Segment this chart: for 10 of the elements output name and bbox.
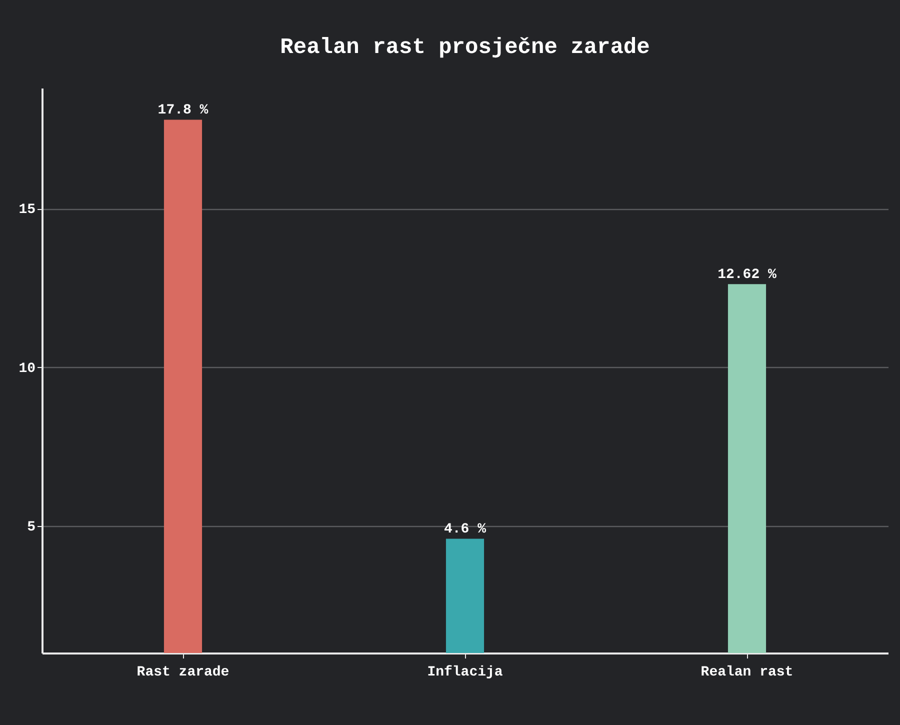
data-label: 4.6 % <box>444 522 487 538</box>
x-tick-label: Inflacija <box>427 664 504 680</box>
y-tick-label: 5 <box>27 520 36 536</box>
data-label: 17.8 % <box>158 102 209 119</box>
x-tick-label: Realan rast <box>700 664 794 680</box>
x-tick-label: Rast zarade <box>136 664 230 680</box>
y-tick-label: 15 <box>18 202 36 218</box>
chart-title: Realan rast prosječne zarade <box>280 35 650 60</box>
data-label: 12.62 % <box>718 267 777 284</box>
y-tick-label: 10 <box>18 360 36 377</box>
